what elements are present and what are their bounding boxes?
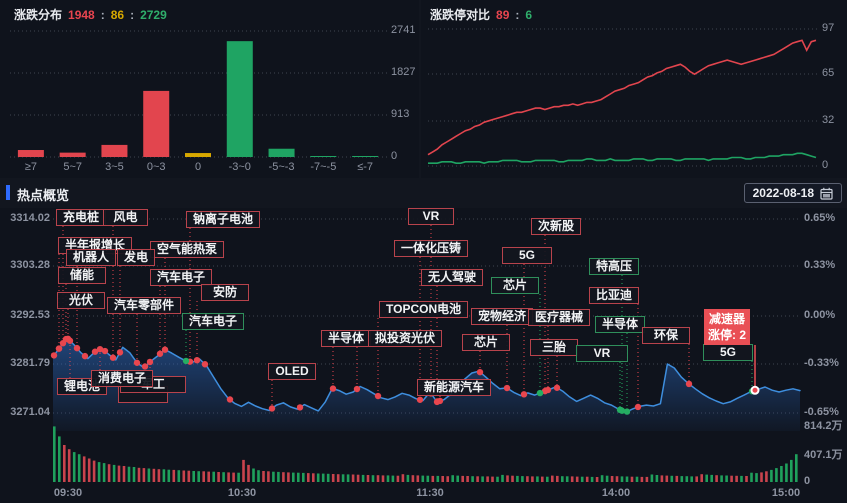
- hotspot-tag[interactable]: 环保: [642, 327, 690, 344]
- limit-up-callout[interactable]: 减速器涨停: 2: [704, 309, 751, 345]
- hotspot-tag[interactable]: 新能源汽车: [417, 379, 492, 396]
- date-picker[interactable]: 2022-08-18: [743, 183, 842, 203]
- hotspot-title: 热点概览: [17, 188, 70, 203]
- flat-count: 86: [110, 8, 125, 22]
- hotspot-tag[interactable]: 芯片: [491, 277, 539, 294]
- hotspot-tag[interactable]: 芯片: [462, 334, 510, 351]
- hotspot-header: 热点概览 2022-08-18: [0, 182, 847, 208]
- hotspot-tag[interactable]: 三胎: [530, 339, 578, 356]
- callout-sector: 减速器: [709, 312, 746, 326]
- hotspot-tag[interactable]: 5G: [502, 247, 552, 264]
- hotspot-tag[interactable]: 医疗器械: [528, 309, 591, 326]
- hotspot-tag[interactable]: 风电: [103, 209, 148, 226]
- updown-title: 涨跌停对比: [430, 8, 491, 22]
- hotspot-tag[interactable]: 储能: [58, 267, 106, 284]
- hotspot-tag[interactable]: 无人驾驶: [421, 269, 484, 286]
- hotspot-tag[interactable]: 汽车电子: [182, 313, 245, 330]
- hotspot-tag[interactable]: 次新股: [531, 218, 582, 235]
- hotspot-tag[interactable]: 宠物经济: [471, 308, 534, 325]
- limit-down-count: 6: [525, 8, 533, 22]
- calendar-icon: [820, 187, 833, 200]
- hotspot-tag[interactable]: TOPCON电池: [379, 301, 469, 318]
- panel-updown: [421, 0, 847, 178]
- panel-distribution: [0, 0, 419, 178]
- hotspot-tag[interactable]: 5G: [703, 344, 753, 361]
- hotspot-tag[interactable]: 比亚迪: [589, 287, 640, 304]
- date-value: 2022-08-18: [752, 186, 814, 200]
- updown-title-row: 涨跌停对比 89: 6: [430, 8, 533, 22]
- hotspot-tag[interactable]: 特高压: [589, 258, 640, 275]
- hotspot-tag[interactable]: 一体化压铸: [394, 240, 469, 257]
- down-count: 2729: [140, 8, 167, 22]
- hotspot-tag[interactable]: OLED: [268, 363, 316, 380]
- hotspot-tag[interactable]: 钠离子电池: [186, 211, 261, 228]
- callout-limit-count: 涨停: 2: [708, 328, 747, 342]
- hotspot-tag[interactable]: 半导体: [595, 316, 646, 333]
- distribution-title-row: 涨跌分布 1948: 86: 2729: [14, 8, 167, 22]
- hotspot-tag[interactable]: 半导体: [321, 330, 372, 347]
- hotspot-tag[interactable]: 空气能热泵: [150, 241, 225, 258]
- up-count: 1948: [68, 8, 95, 22]
- hotspot-tag[interactable]: VR: [576, 345, 628, 362]
- limit-up-count: 89: [496, 8, 510, 22]
- hotspot-tag[interactable]: 消费电子: [91, 370, 154, 387]
- hotspot-tag[interactable]: 拟投资光伏: [368, 330, 443, 347]
- hotspot-tag[interactable]: 汽车电子: [150, 269, 213, 286]
- hotspot-tag[interactable]: 发电: [117, 249, 156, 266]
- hotspot-tag[interactable]: 光伏: [57, 292, 105, 309]
- hotspot-tag[interactable]: 充电桩: [56, 209, 107, 226]
- hotspot-tag[interactable]: 汽车零部件: [107, 297, 182, 314]
- hotspot-tag[interactable]: 安防: [201, 284, 249, 301]
- hotspot-tag[interactable]: VR: [408, 208, 454, 225]
- section-accent-bar: [6, 185, 10, 200]
- distribution-title: 涨跌分布: [14, 8, 63, 22]
- hotspot-tag[interactable]: 机器人: [66, 249, 117, 266]
